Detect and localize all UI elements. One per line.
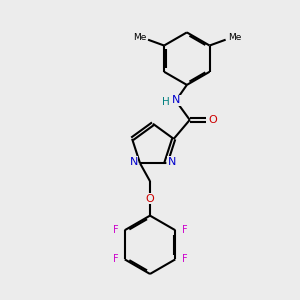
- Text: F: F: [182, 254, 188, 264]
- Text: F: F: [112, 254, 118, 264]
- Text: N: N: [172, 95, 180, 105]
- Text: N: N: [130, 157, 138, 167]
- Text: O: O: [209, 115, 218, 125]
- Text: O: O: [146, 194, 154, 204]
- Text: H: H: [162, 98, 170, 107]
- Text: F: F: [112, 225, 118, 235]
- Text: N: N: [168, 157, 176, 167]
- Text: Me: Me: [228, 33, 241, 42]
- Text: Me: Me: [133, 33, 146, 42]
- Text: F: F: [182, 225, 188, 235]
